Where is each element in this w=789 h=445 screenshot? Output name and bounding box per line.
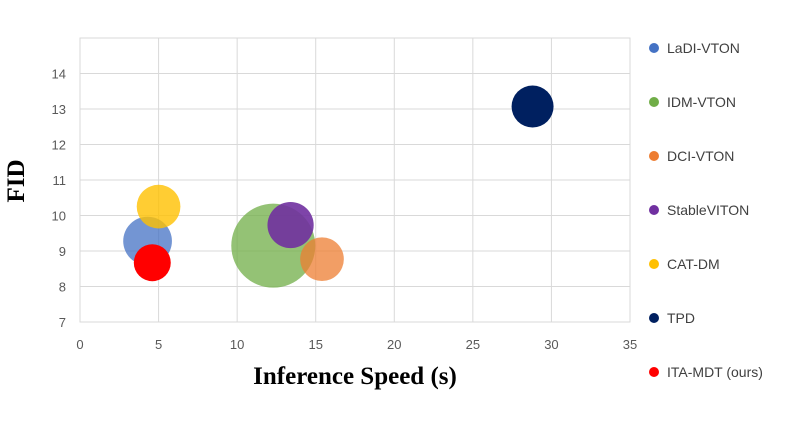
tick-labels: 0 5 10 15 20 25 30 35 7 8 9 10 11 12 13 14 [52, 67, 638, 353]
x-tick-label: 5 [155, 337, 162, 352]
legend-marker-dci-vton [649, 151, 659, 161]
y-tick-label: 7 [59, 315, 66, 330]
x-tick-label: 10 [230, 337, 244, 352]
legend-label-tpd: TPD [667, 310, 695, 326]
x-tick-label: 20 [387, 337, 401, 352]
y-axis-title: FID [3, 159, 30, 202]
legend-label-dci-vton: DCI-VTON [667, 148, 734, 164]
legend-marker-ita-mdt-ours [649, 367, 659, 377]
bubble-dci-vton [300, 237, 344, 282]
y-tick-label: 13 [52, 102, 66, 117]
y-tick-label: 14 [52, 67, 66, 82]
bubble-stableviton [267, 201, 314, 249]
legend-marker-idm-vton [649, 97, 659, 107]
y-tick-label: 12 [52, 138, 66, 153]
legend-label-idm-vton: IDM-VTON [667, 94, 736, 110]
legend-label-ladi-vton: LaDI-VTON [667, 40, 740, 56]
x-tick-label: 15 [308, 337, 322, 352]
x-tick-label: 35 [623, 337, 637, 352]
bubbles-layer [123, 85, 554, 288]
y-tick-label: 9 [59, 244, 66, 259]
legend-label-cat-dm: CAT-DM [667, 256, 720, 272]
x-tick-label: 0 [76, 337, 83, 352]
x-tick-label: 30 [544, 337, 558, 352]
legend-marker-cat-dm [649, 259, 659, 269]
legend-label-stableviton: StableVITON [667, 202, 749, 218]
legend-marker-stableviton [649, 205, 659, 215]
legend-marker-tpd [649, 313, 659, 323]
legend: LaDI-VTON IDM-VTON DCI-VTON StableVITON CAT-… [649, 40, 763, 380]
bubble-tpd [511, 85, 554, 128]
grid-lines [79, 37, 631, 323]
legend-marker-ladi-vton [649, 43, 659, 53]
x-tick-label: 25 [466, 337, 480, 352]
legend-label-ita-mdt-ours: ITA-MDT (ours) [667, 364, 763, 380]
y-tick-label: 10 [52, 209, 66, 224]
y-tick-label: 11 [53, 173, 67, 188]
x-axis-title: Inference Speed (s) [253, 363, 457, 390]
y-tick-label: 8 [59, 280, 66, 295]
bubble-cat-dm [136, 184, 181, 229]
bubble-ita-mdt-ours [133, 244, 171, 282]
